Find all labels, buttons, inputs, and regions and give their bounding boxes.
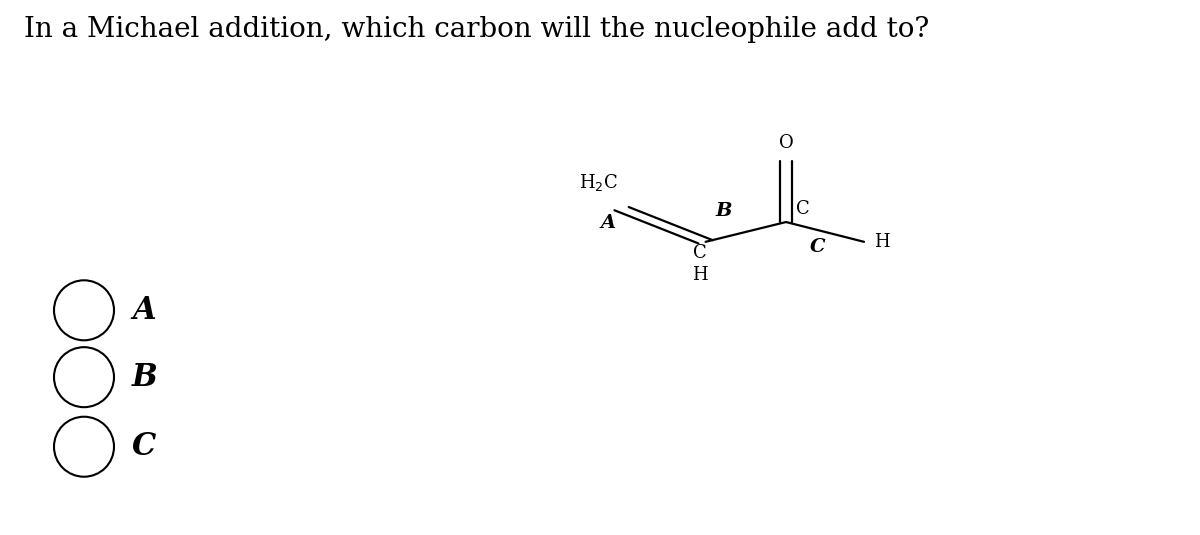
Text: B: B — [715, 202, 732, 220]
Text: A: A — [600, 214, 616, 232]
Text: H$_2$C: H$_2$C — [578, 172, 618, 193]
Text: C: C — [796, 200, 809, 218]
Text: B: B — [132, 362, 157, 393]
Text: O: O — [779, 134, 793, 152]
Text: C: C — [132, 431, 156, 462]
Text: C: C — [692, 244, 707, 263]
Text: In a Michael addition, which carbon will the nucleophile add to?: In a Michael addition, which carbon will… — [24, 16, 929, 43]
Text: H: H — [874, 233, 889, 251]
Text: H: H — [691, 266, 708, 284]
Text: C: C — [810, 238, 826, 256]
Text: A: A — [132, 295, 156, 326]
